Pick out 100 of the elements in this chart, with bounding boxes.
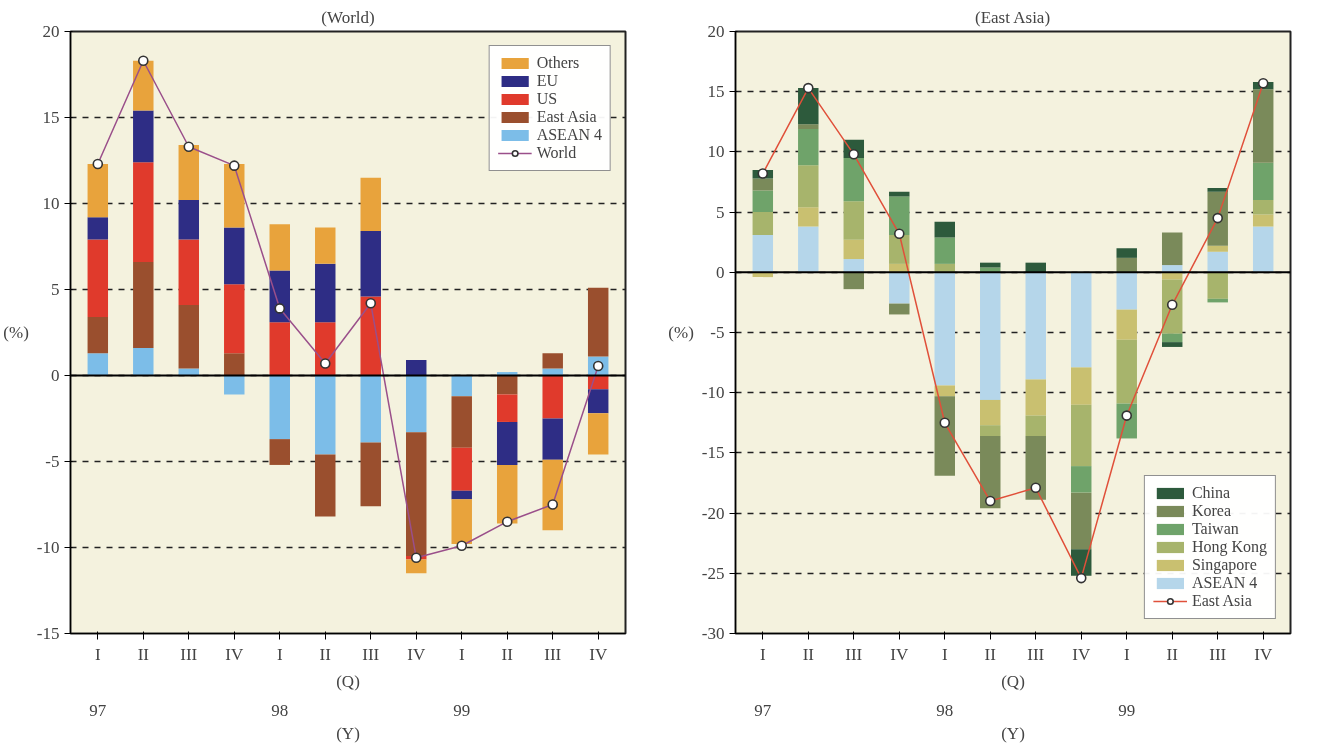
bar xyxy=(133,60,154,111)
bar xyxy=(224,353,245,376)
bar xyxy=(1025,379,1046,416)
x-tick-label: II xyxy=(1166,644,1179,664)
bar xyxy=(87,217,109,240)
y-tick-label: 0 xyxy=(716,262,725,282)
bar xyxy=(1116,257,1137,273)
bar xyxy=(798,165,819,208)
bar xyxy=(1252,200,1274,215)
legend-label: ASEAN 4 xyxy=(1191,574,1258,592)
bar xyxy=(496,421,518,465)
bar xyxy=(934,221,955,238)
bar xyxy=(1161,232,1183,266)
bar xyxy=(315,454,336,517)
bar xyxy=(587,287,609,357)
bar xyxy=(980,425,1001,437)
y-tick-label: -10 xyxy=(701,383,725,403)
bar xyxy=(133,110,154,163)
bar xyxy=(224,163,245,228)
bar xyxy=(587,389,609,414)
legend-label: China xyxy=(1191,484,1231,502)
x-axis-title: (Q) xyxy=(1001,671,1025,691)
x-tick-label: IV xyxy=(225,644,244,664)
bar xyxy=(1116,309,1137,340)
bar xyxy=(1025,272,1046,380)
bar xyxy=(798,124,819,130)
y-tick-label: -20 xyxy=(701,503,725,523)
bar xyxy=(315,263,336,323)
legend-label: Singapore xyxy=(1191,556,1257,574)
text: (Y) xyxy=(336,723,360,743)
text: (Y) xyxy=(1001,723,1025,743)
x-tick-label: IV xyxy=(1254,644,1273,664)
bar xyxy=(1207,245,1228,252)
legend-label: World xyxy=(536,144,577,162)
bar xyxy=(542,418,563,460)
x-tick-label: IV xyxy=(1072,644,1091,664)
x-tick-label: III xyxy=(544,644,562,664)
x-tick-label: II xyxy=(137,644,150,664)
bar xyxy=(269,224,290,271)
x-tick-label: II xyxy=(802,644,815,664)
bar xyxy=(87,353,109,376)
legend-label: East Asia xyxy=(1191,592,1252,610)
bar xyxy=(87,317,109,354)
bar xyxy=(224,284,245,354)
bar xyxy=(1071,272,1092,368)
bar xyxy=(587,413,609,455)
x-axis-title: (Q) xyxy=(336,671,360,691)
bar xyxy=(1252,89,1274,163)
bar xyxy=(934,272,955,386)
bar xyxy=(1207,272,1228,299)
bar xyxy=(1252,214,1274,227)
bar xyxy=(1116,248,1137,258)
bar xyxy=(752,190,774,213)
bar xyxy=(451,396,472,448)
bar xyxy=(178,304,200,369)
bar xyxy=(934,385,955,397)
bar xyxy=(406,375,427,433)
x-tick-label: II xyxy=(984,644,997,664)
bar xyxy=(798,226,819,273)
bar xyxy=(1161,333,1183,343)
bar xyxy=(1025,415,1046,437)
y-tick-label: 10 xyxy=(707,142,725,162)
bar xyxy=(1025,436,1046,500)
bar xyxy=(1116,339,1137,404)
x-tick-label: III xyxy=(1027,644,1045,664)
y-tick-label: 15 xyxy=(707,82,725,102)
y-tick-label: -25 xyxy=(701,563,725,583)
x-tick-label: IV xyxy=(890,644,909,664)
x-tick-label: III xyxy=(845,644,863,664)
bar xyxy=(843,201,865,240)
y-tick-label: -15 xyxy=(36,624,60,643)
bar xyxy=(87,239,109,318)
legend-label: Taiwan xyxy=(1191,520,1239,538)
y-tick-label: -5 xyxy=(710,323,725,342)
bar xyxy=(360,177,381,232)
bar xyxy=(980,436,1001,509)
x-tick-label: I xyxy=(276,644,283,664)
x-tick-label: I xyxy=(458,644,465,664)
bar xyxy=(360,375,381,443)
bar xyxy=(451,490,472,500)
bar xyxy=(1252,162,1274,201)
bar xyxy=(496,464,518,524)
text: 97 xyxy=(754,700,772,720)
x-tick-label: II xyxy=(501,644,514,664)
y-tick-label: -5 xyxy=(45,452,60,471)
legend-label: US xyxy=(536,90,558,108)
bar xyxy=(224,227,245,285)
x-tick-label: IV xyxy=(407,644,426,664)
bar xyxy=(269,322,290,376)
bar xyxy=(542,459,563,531)
bar xyxy=(542,353,563,369)
bar xyxy=(798,207,819,227)
x-tick-label: I xyxy=(759,644,766,664)
bar xyxy=(496,394,518,422)
bar xyxy=(87,163,109,218)
x-tick-label: III xyxy=(180,644,198,664)
bar xyxy=(889,272,910,304)
y-axis-title: (%) xyxy=(668,323,694,342)
legend-label: EU xyxy=(536,72,558,90)
bar xyxy=(1116,272,1137,310)
